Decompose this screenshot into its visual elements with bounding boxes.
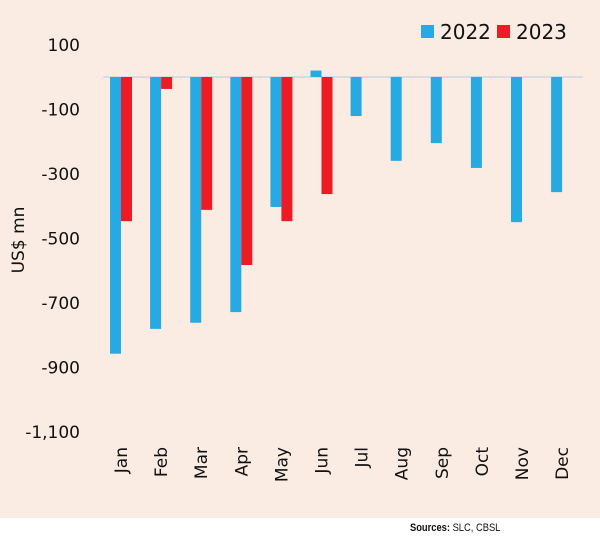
- bar-2022-jan: [110, 77, 121, 354]
- x-tick-label: Jul: [353, 447, 373, 469]
- bars: [110, 70, 563, 354]
- bar-2022-dec: [551, 77, 563, 193]
- x-tick-label: Mar: [192, 447, 212, 479]
- bar-2023-apr: [241, 77, 253, 266]
- x-tick-label: Jun: [313, 447, 333, 475]
- x-axis: Jan Feb Mar Apr May Jun Jul Aug Sep Oct Nov Dec: [112, 447, 573, 482]
- legend-label-2022: 2022: [440, 20, 491, 44]
- x-tick-label: Feb: [152, 447, 172, 477]
- bar-2023-jun: [321, 77, 333, 195]
- y-tick-label: -300: [41, 165, 80, 185]
- x-tick-label: Nov: [513, 447, 533, 480]
- legend-swatch-2023: [497, 25, 510, 38]
- y-tick-label: -900: [41, 358, 80, 378]
- y-tick-label: -700: [41, 294, 80, 314]
- x-tick-label: Jan: [112, 447, 132, 474]
- x-tick-label: Dec: [553, 447, 573, 480]
- source-label: Sources:: [409, 522, 450, 534]
- bar-2023-feb: [161, 77, 173, 89]
- bar-2022-sep: [430, 77, 442, 144]
- x-tick-label: May: [272, 447, 292, 482]
- source-text: SLC, CBSL: [449, 522, 500, 534]
- x-tick-label: Aug: [393, 447, 413, 480]
- y-tick-label: -100: [41, 100, 80, 120]
- bar-chart: 100 -100 -300 -500 -700 -900 -1,100 US$ mn Jan…: [9, 20, 583, 482]
- bar-2022-oct: [470, 77, 482, 168]
- bar-2022-jun: [310, 70, 322, 77]
- x-tick-label: Oct: [473, 447, 493, 477]
- bar-2023-jan: [121, 77, 132, 222]
- legend-swatch-2022: [421, 25, 434, 38]
- bar-2023-may: [281, 77, 293, 222]
- bar-2023-mar: [201, 77, 213, 210]
- y-tick-label: -500: [41, 229, 80, 249]
- y-axis: 100 -100 -300 -500 -700 -900 -1,100: [25, 36, 80, 443]
- bar-2022-apr: [230, 77, 242, 313]
- bar-2022-feb: [150, 77, 162, 329]
- y-tick-label: 100: [48, 36, 80, 56]
- bar-2022-jul: [350, 77, 362, 117]
- legend: 2022 2023: [421, 20, 567, 44]
- chart-panel: 100 -100 -300 -500 -700 -900 -1,100 US$ mn Jan…: [0, 0, 600, 518]
- legend-label-2023: 2023: [516, 20, 567, 44]
- source-note: Sources: SLC, CBSL: [410, 522, 500, 534]
- y-axis-title: US$ mn: [9, 207, 29, 274]
- bar-2022-mar: [190, 77, 202, 323]
- bar-2022-nov: [511, 77, 522, 223]
- x-tick-label: Sep: [433, 447, 453, 479]
- y-tick-label: -1,100: [25, 423, 80, 443]
- bar-2022-aug: [390, 77, 402, 161]
- x-tick-label: Apr: [232, 447, 252, 476]
- bar-2022-may: [270, 77, 282, 207]
